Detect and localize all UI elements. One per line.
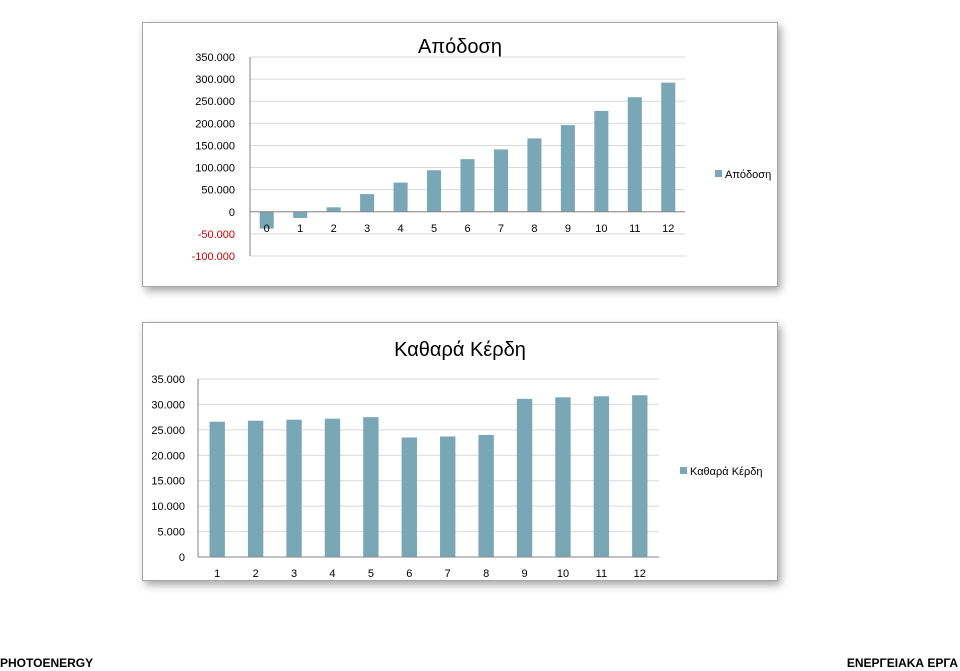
chart2-x-tick-label: 11 — [596, 568, 607, 580]
chart1-y-tick-label: 100.000 — [195, 163, 235, 175]
chart2-legend-swatch — [680, 467, 687, 474]
chart-kathara-kerdi: Καθαρά Κέρδη 35.000 30.000 25.000 20.000 15.0… — [142, 322, 778, 581]
chart1-x-tick-label: 8 — [531, 223, 537, 235]
chart1-bar — [661, 82, 676, 212]
chart1-y-tick-label: 150.000 — [195, 140, 235, 152]
chart2-bar — [401, 437, 417, 557]
chart2-x-tick-label: 8 — [483, 568, 489, 580]
chart2-y-tick-label: 25.000 — [151, 425, 185, 437]
chart1-y-tick-label: 200.000 — [195, 118, 235, 130]
chart1-y-tick-label: 300.000 — [195, 74, 235, 86]
chart1-bar — [293, 211, 308, 218]
chart1-x-tick-label: 2 — [331, 223, 337, 235]
chart2-bar — [363, 417, 379, 557]
chart1-x-tick-label: 10 — [595, 223, 607, 235]
chart1-x-tick-label: 11 — [629, 223, 640, 235]
chart2-y-tick-label: 35.000 — [151, 374, 185, 386]
chart2-y-tick-label: 5.000 — [157, 527, 185, 539]
chart1-bar — [427, 170, 442, 212]
chart1-bar — [326, 207, 341, 212]
chart2-y-tick-label: 20.000 — [151, 450, 185, 462]
chart2-bar — [555, 397, 571, 557]
chart1-y-tick-label: 0 — [229, 207, 235, 219]
chart1-bar — [560, 125, 575, 212]
chart1-y-tick-label: -50.000 — [198, 229, 235, 241]
chart1-title: Απόδοση — [418, 36, 502, 58]
chart1-x-tick-label: 7 — [498, 223, 504, 235]
chart1-x-tick-label: 9 — [565, 223, 571, 235]
chart-apodosi: Απόδοση 350.000 300.000 250.000 200.000 150.0… — [142, 22, 778, 287]
chart2-x-tick-label: 2 — [253, 568, 259, 580]
chart1-x-tick-label: 4 — [398, 223, 404, 235]
chart1-bar — [259, 211, 274, 229]
chart2-x-tick-label: 10 — [557, 568, 569, 580]
chart1-bar — [393, 182, 408, 212]
chart1-bar — [493, 149, 508, 212]
chart2-x-tick-label: 5 — [368, 568, 374, 580]
chart2-bar — [247, 420, 264, 557]
chart2-title: Καθαρά Κέρδη — [394, 339, 526, 361]
chart1-x-tick-label: 5 — [431, 223, 437, 235]
chart2-bar — [209, 421, 225, 557]
chart1-legend-label: Απόδοση — [725, 169, 771, 181]
chart2-y-tick-label: 10.000 — [151, 501, 185, 513]
chart2-bar — [478, 434, 494, 557]
chart1-bar — [460, 159, 475, 212]
chart1-x-tick-label: 6 — [464, 223, 470, 235]
chart1-bar — [627, 97, 642, 212]
chart1-bar — [527, 138, 542, 212]
chart1-bar — [360, 194, 375, 212]
chart1-x-tick-label: 1 — [297, 223, 303, 235]
chart-kathara-kerdi-svg: Καθαρά Κέρδη35.00030.00025.00020.00015.0… — [151, 339, 762, 580]
chart2-x-tick-label: 12 — [634, 568, 646, 580]
footer-section: ΕΝΕΡΓΕΙΑΚΑ ΕΡΓΑ — [846, 656, 958, 670]
chart2-y-tick-label: 15.000 — [151, 476, 185, 488]
chart2-y-tick-label: 0 — [179, 552, 185, 564]
chart2-bar — [593, 396, 610, 557]
chart1-y-tick-label: -100.000 — [192, 251, 235, 263]
chart1-y-tick-label: 50.000 — [201, 185, 235, 197]
chart2-y-tick-label: 30.000 — [151, 399, 185, 411]
chart-apodosi-svg: Απόδοση350.000300.000250.000200.000150.0… — [192, 36, 772, 263]
chart2-x-tick-label: 4 — [329, 568, 335, 580]
chart2-x-tick-label: 3 — [291, 568, 297, 580]
chart2-bar — [440, 436, 456, 557]
chart2-x-tick-label: 7 — [445, 568, 451, 580]
chart1-bar — [594, 110, 609, 212]
chart1-legend-swatch — [715, 170, 722, 177]
chart1-x-tick-label: 0 — [264, 223, 270, 235]
chart2-bar — [632, 395, 648, 557]
chart2-bar — [324, 418, 341, 557]
footer-company: PHOTOENERGY — [0, 656, 94, 670]
chart2-x-tick-label: 1 — [214, 568, 220, 580]
chart1-y-tick-label: 350.000 — [195, 52, 235, 64]
chart2-bar — [516, 398, 533, 557]
chart2-x-tick-label: 9 — [521, 568, 527, 580]
chart2-x-tick-label: 6 — [406, 568, 412, 580]
chart1-y-tick-label: 250.000 — [195, 96, 235, 108]
chart2-legend-label: Καθαρά Κέρδη — [690, 466, 762, 478]
chart2-bar — [286, 419, 302, 557]
chart1-x-tick-label: 3 — [364, 223, 370, 235]
chart1-x-tick-label: 12 — [662, 223, 674, 235]
